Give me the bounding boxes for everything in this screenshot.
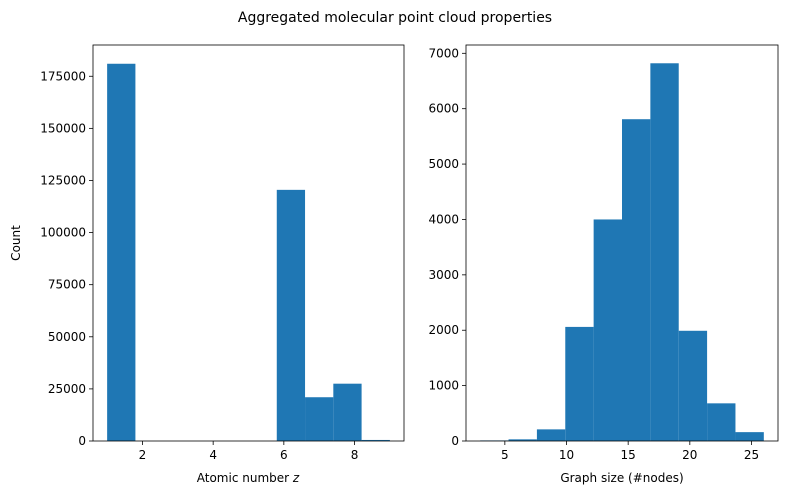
x-tick-label: 20 <box>682 448 697 462</box>
x-tick-label: 5 <box>501 448 509 462</box>
histogram-bar <box>333 383 362 441</box>
x-ticks-left: 2 4 6 8 <box>139 441 359 462</box>
plot-frame-left <box>92 44 405 442</box>
y-tick-label: 25000 <box>48 382 86 396</box>
x-axis-label-left: Atomic number z <box>197 471 300 485</box>
y-tick-label: 4000 <box>428 212 459 226</box>
x-tick-label: 10 <box>559 448 574 462</box>
histogram-bar <box>508 439 537 441</box>
histogram-bar <box>622 119 651 441</box>
y-tick-label: 150000 <box>40 121 86 135</box>
x-tick-label: 15 <box>621 448 636 462</box>
atomic-number-histogram: 2 4 6 8 0 25000 50000 75000 100000 125000 150000 1… <box>9 44 405 485</box>
graph-size-histogram: 5 10 15 20 25 01000200030004000500060007000 … <box>428 44 779 485</box>
histogram-bar <box>565 326 594 441</box>
figure-title: Aggregated molecular point cloud propert… <box>238 10 552 26</box>
y-tick-label: 1000 <box>428 379 459 393</box>
histogram-bar <box>361 439 390 441</box>
x-axis-label-right: Graph size (#nodes) <box>560 471 683 485</box>
y-tick-label: 0 <box>78 434 86 448</box>
y-axis-label-left: Count <box>9 225 23 261</box>
y-ticks-left: 0 25000 50000 75000 100000 125000 150000 175000 <box>40 69 93 448</box>
x-tick-label: 2 <box>139 448 147 462</box>
graph-size-bars <box>480 63 764 442</box>
x-tick-label: 8 <box>351 448 359 462</box>
histogram-bar <box>536 429 566 441</box>
y-tick-label: 3000 <box>428 268 459 282</box>
histogram-bar <box>678 330 708 441</box>
x-tick-label: 6 <box>280 448 288 462</box>
x-ticks-right: 5 10 15 20 25 <box>501 441 759 462</box>
y-tick-label: 0 <box>451 434 459 448</box>
histogram-bar <box>305 397 334 441</box>
histogram-bar <box>707 403 736 441</box>
y-tick-label: 2000 <box>428 323 459 337</box>
histogram-bar <box>107 63 136 441</box>
y-ticks-right: 0 1000 2000 3000 4000 5000 6000 7000 <box>428 46 466 448</box>
histogram-bar <box>650 63 679 442</box>
y-tick-label: 75000 <box>48 278 86 292</box>
y-tick-label: 125000 <box>40 173 86 187</box>
histogram-bar <box>735 432 764 441</box>
y-tick-label: 6000 <box>428 102 459 116</box>
y-tick-label: 100000 <box>40 226 86 240</box>
y-tick-label: 50000 <box>48 330 86 344</box>
plot-frame-right <box>465 44 779 442</box>
histogram-bar <box>593 219 622 441</box>
y-tick-label: 175000 <box>40 69 86 83</box>
x-tick-label: 4 <box>209 448 217 462</box>
histogram-bar <box>276 189 306 441</box>
y-tick-label: 7000 <box>428 46 459 60</box>
x-tick-label: 25 <box>744 448 759 462</box>
y-tick-label: 5000 <box>428 157 459 171</box>
atomic-number-bars <box>107 63 390 441</box>
